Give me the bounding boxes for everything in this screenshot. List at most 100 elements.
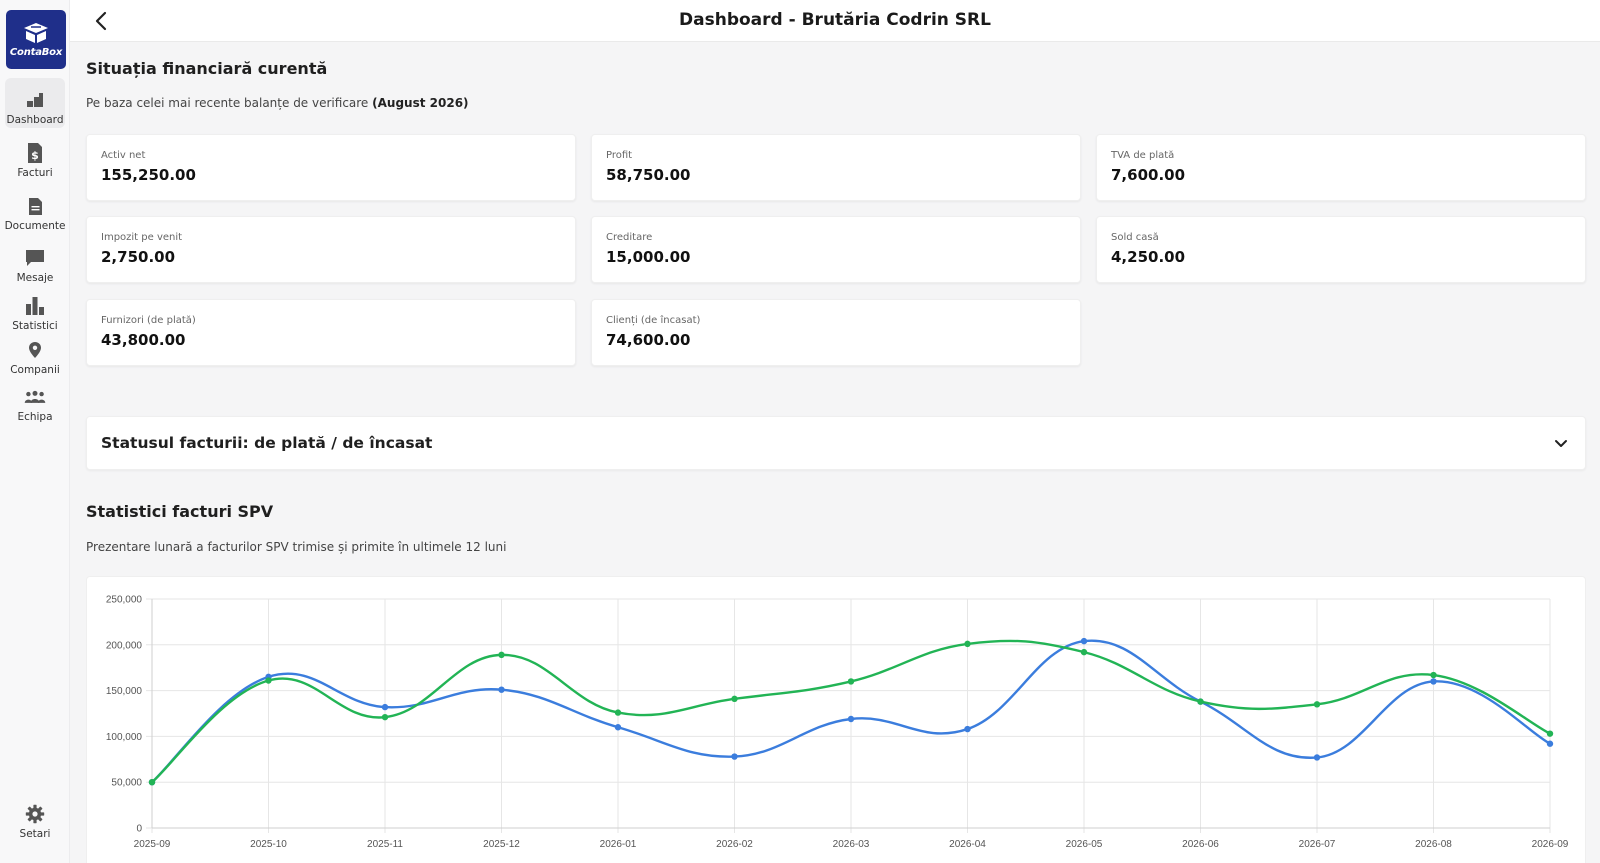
data-point [265,677,272,684]
spv-section-title: Statistici facturi SPV [86,502,274,521]
x-tick-label: 2026-09 [1532,839,1569,850]
card-value: 2,750.00 [101,248,176,266]
card-furnizori: Furnizori (de plată) 43,800.00 [86,299,576,366]
sidebar-item-mesaje[interactable]: Mesaje [5,236,65,286]
sidebar-item-label: Echipa [17,411,53,423]
data-point [1313,754,1321,761]
map-pin-icon [24,339,46,361]
data-point [1430,678,1437,685]
data-point [1313,701,1321,708]
x-tick-label: 2026-04 [949,839,986,850]
card-value: 74,600.00 [606,331,691,349]
sidebar-item-documente[interactable]: Documente [5,184,65,234]
x-tick-label: 2025-12 [483,839,520,850]
sidebar: ContaBox Dashboard $ Facturi Documente M… [0,0,70,863]
card-value: 155,250.00 [101,166,196,184]
data-point [1546,730,1554,737]
sidebar-item-statistici[interactable]: Statistici [5,284,65,334]
x-tick-label: 2025-11 [367,839,403,850]
page-title: Dashboard - Brutăria Codrin SRL [679,10,991,30]
card-value: 4,250.00 [1111,248,1186,266]
x-tick-label: 2026-01 [600,839,637,850]
card-label: Profit [606,150,633,161]
x-tick-label: 2026-03 [833,839,870,850]
chat-icon [24,247,46,269]
card-label: TVA de plată [1111,150,1175,161]
data-point [1080,637,1088,645]
sidebar-item-label: Dashboard [6,114,64,126]
box-logo-icon [24,22,48,43]
spv-line-chart: 0 50,000 100,000 150,000 200,000 250,000 2025-… [106,595,1569,851]
sidebar-item-label: Documente [4,220,66,232]
x-tick-label: 2026-07 [1299,839,1336,850]
card-clienti: Clienți (de încasat) 74,600.00 [591,299,1081,366]
x-tick-label: 2025-09 [134,839,171,850]
y-tick-label: 100,000 [106,732,143,743]
card-value: 58,750.00 [606,166,691,184]
card-sold-casa: Sold casă 4,250.00 [1096,216,1586,283]
logo-text: ContaBox [9,46,63,58]
data-point [498,651,505,659]
spv-subtitle: Prezentare lunară a facturilor SPV trimi… [86,540,507,554]
card-activ-net: Activ net 155,250.00 [86,134,576,201]
data-point [381,703,389,711]
bar-chart-icon [24,295,46,317]
data-point [731,753,738,760]
y-tick-label: 200,000 [106,640,143,651]
spv-chart: 0 50,000 100,000 150,000 200,000 250,000 2025-… [86,576,1586,863]
invoice-status-title: Statusul facturii: de plată / de încasat [101,434,433,452]
sidebar-item-label: Mesaje [16,272,54,284]
card-label: Furnizori (de plată) [101,315,196,326]
card-label: Creditare [606,232,653,243]
back-button[interactable] [88,8,114,34]
x-tick-label: 2026-02 [716,839,753,850]
data-point [614,709,622,716]
svg-text:$: $ [31,149,39,162]
sidebar-item-label: Statistici [12,320,58,332]
x-tick-label: 2026-08 [1415,839,1452,850]
card-value: 15,000.00 [606,248,691,266]
financial-subtitle: Pe baza celei mai recente balanțe de ver… [86,96,469,110]
invoice-status-accordion[interactable]: Statusul facturii: de plată / de încasat [86,416,1586,470]
data-point [1430,671,1437,679]
financial-subtitle-period: (August 2026) [372,96,469,110]
data-point [731,695,738,703]
financial-section-title: Situația financiară curentă [86,59,328,78]
card-label: Clienți (de încasat) [606,315,701,326]
dashboard-icon [24,89,46,111]
card-value: 7,600.00 [1111,166,1186,184]
sidebar-item-dashboard[interactable]: Dashboard [5,78,65,128]
chevron-down-icon[interactable] [1551,434,1571,454]
document-icon [24,195,46,217]
invoice-dollar-icon: $ [24,142,46,164]
data-point [148,779,156,786]
top-bar: Dashboard - Brutăria Codrin SRL [70,0,1600,42]
data-point [1197,698,1204,705]
data-point [964,640,971,648]
data-point [381,713,389,721]
gear-icon [24,803,46,825]
sidebar-item-label: Facturi [17,167,53,179]
card-tva-de-plata: TVA de plată 7,600.00 [1096,134,1586,201]
sidebar-item-companii[interactable]: Companii [5,328,65,378]
sidebar-item-facturi[interactable]: $ Facturi [5,131,65,181]
y-tick-label: 0 [136,824,142,835]
data-point [847,678,855,685]
card-creditare: Creditare 15,000.00 [591,216,1081,283]
y-tick-label: 150,000 [106,686,143,697]
sidebar-item-echipa[interactable]: Echipa [5,375,65,425]
y-tick-label: 50,000 [111,778,142,789]
data-point [964,725,971,733]
card-label: Impozit pe venit [101,232,183,243]
contabox-logo[interactable]: ContaBox [6,10,66,69]
sidebar-item-label: Companii [10,364,60,376]
sidebar-item-setari[interactable]: Setari [5,792,65,842]
data-point [614,724,622,731]
chevron-left-icon [95,11,107,31]
card-profit: Profit 58,750.00 [591,134,1081,201]
financial-subtitle-text: Pe baza celei mai recente balanțe de ver… [86,96,369,110]
data-point [847,715,855,723]
card-value: 43,800.00 [101,331,186,349]
card-label: Sold casă [1111,232,1159,243]
card-label: Activ net [101,150,146,161]
